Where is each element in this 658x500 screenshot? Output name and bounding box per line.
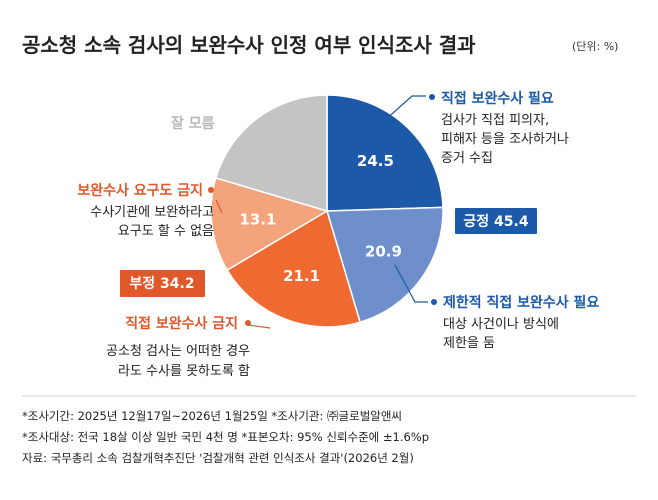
pie-slice-0 [326, 94, 444, 212]
desc-direct-1: 검사가 직접 피의자, [441, 113, 549, 128]
desc-direct-ban-2: 라도 수사를 못하도록 함 [118, 364, 250, 379]
pie-slice-3 [210, 177, 329, 272]
unit-label: (단위: %) [572, 40, 618, 53]
desc-request-ban-1: 수사기관에 보완하라고 [90, 205, 214, 220]
desc-limited-2: 제한을 둠 [443, 336, 495, 351]
note-target: *조사대상: 전국 18살 이상 일반 국민 4천 명 *표본오차: 95% 신… [22, 430, 429, 444]
slice-value-label-2: 21.1 [283, 267, 320, 285]
label-direct-ban: 직접 보완수사 금지 [125, 315, 238, 332]
desc-request-ban-2: 요구도 할 수 없음 [118, 224, 214, 239]
bullet-request-ban [208, 187, 214, 193]
bullet-limited [431, 299, 437, 305]
note-period: *조사기간: 2025년 12월17일~2026년 1월25일 *조사기관: ㈜… [22, 409, 402, 423]
note-source: 자료: 국무총리 소속 검찰개혁추진단 '검찰개혁 관련 인식조사 결과'(20… [22, 451, 414, 465]
desc-direct-ban-1: 공소청 검사는 어떠한 경우 [106, 344, 250, 359]
leader-line-request-ban [215, 199, 223, 214]
bullet-direct [429, 94, 435, 100]
desc-direct-2: 피해자 등을 조사하거나 [441, 132, 569, 147]
label-limited: 제한적 직접 보완수사 필요 [443, 294, 599, 311]
pie-slice-2 [226, 209, 361, 328]
label-unknown: 잘 모름 [171, 116, 215, 132]
desc-direct-3: 증거 수집 [441, 151, 493, 166]
pie-slice-1 [326, 206, 444, 324]
slice-value-label-0: 24.5 [357, 152, 394, 170]
slice-value-label-3: 13.1 [239, 211, 276, 229]
badge-positive [455, 208, 537, 234]
slice-value-label-1: 20.9 [365, 243, 402, 261]
badge-negative-text: 부정 34.2 [129, 275, 194, 292]
leader-line-ban [247, 320, 271, 329]
label-direct: 직접 보완수사 필요 [441, 90, 554, 107]
desc-limited-1: 대상 사건이나 방식에 [443, 317, 559, 332]
bullet-direct-ban [245, 320, 251, 326]
badge-positive-text: 긍정 45.4 [463, 213, 528, 230]
label-request-ban: 보완수사 요구도 금지 [77, 183, 203, 199]
chart-title: 공소청 소속 검사의 보완수사 인정 여부 인식조사 결과 [22, 33, 476, 57]
pie-slice-labels: 24.5 20.9 21.1 13.1 [239, 152, 402, 285]
badge-negative [120, 270, 205, 297]
pie-slices [210, 94, 444, 328]
leader-line-limited [394, 264, 428, 303]
pie-slice-4 [214, 94, 328, 213]
leader-line-direct [374, 95, 426, 130]
